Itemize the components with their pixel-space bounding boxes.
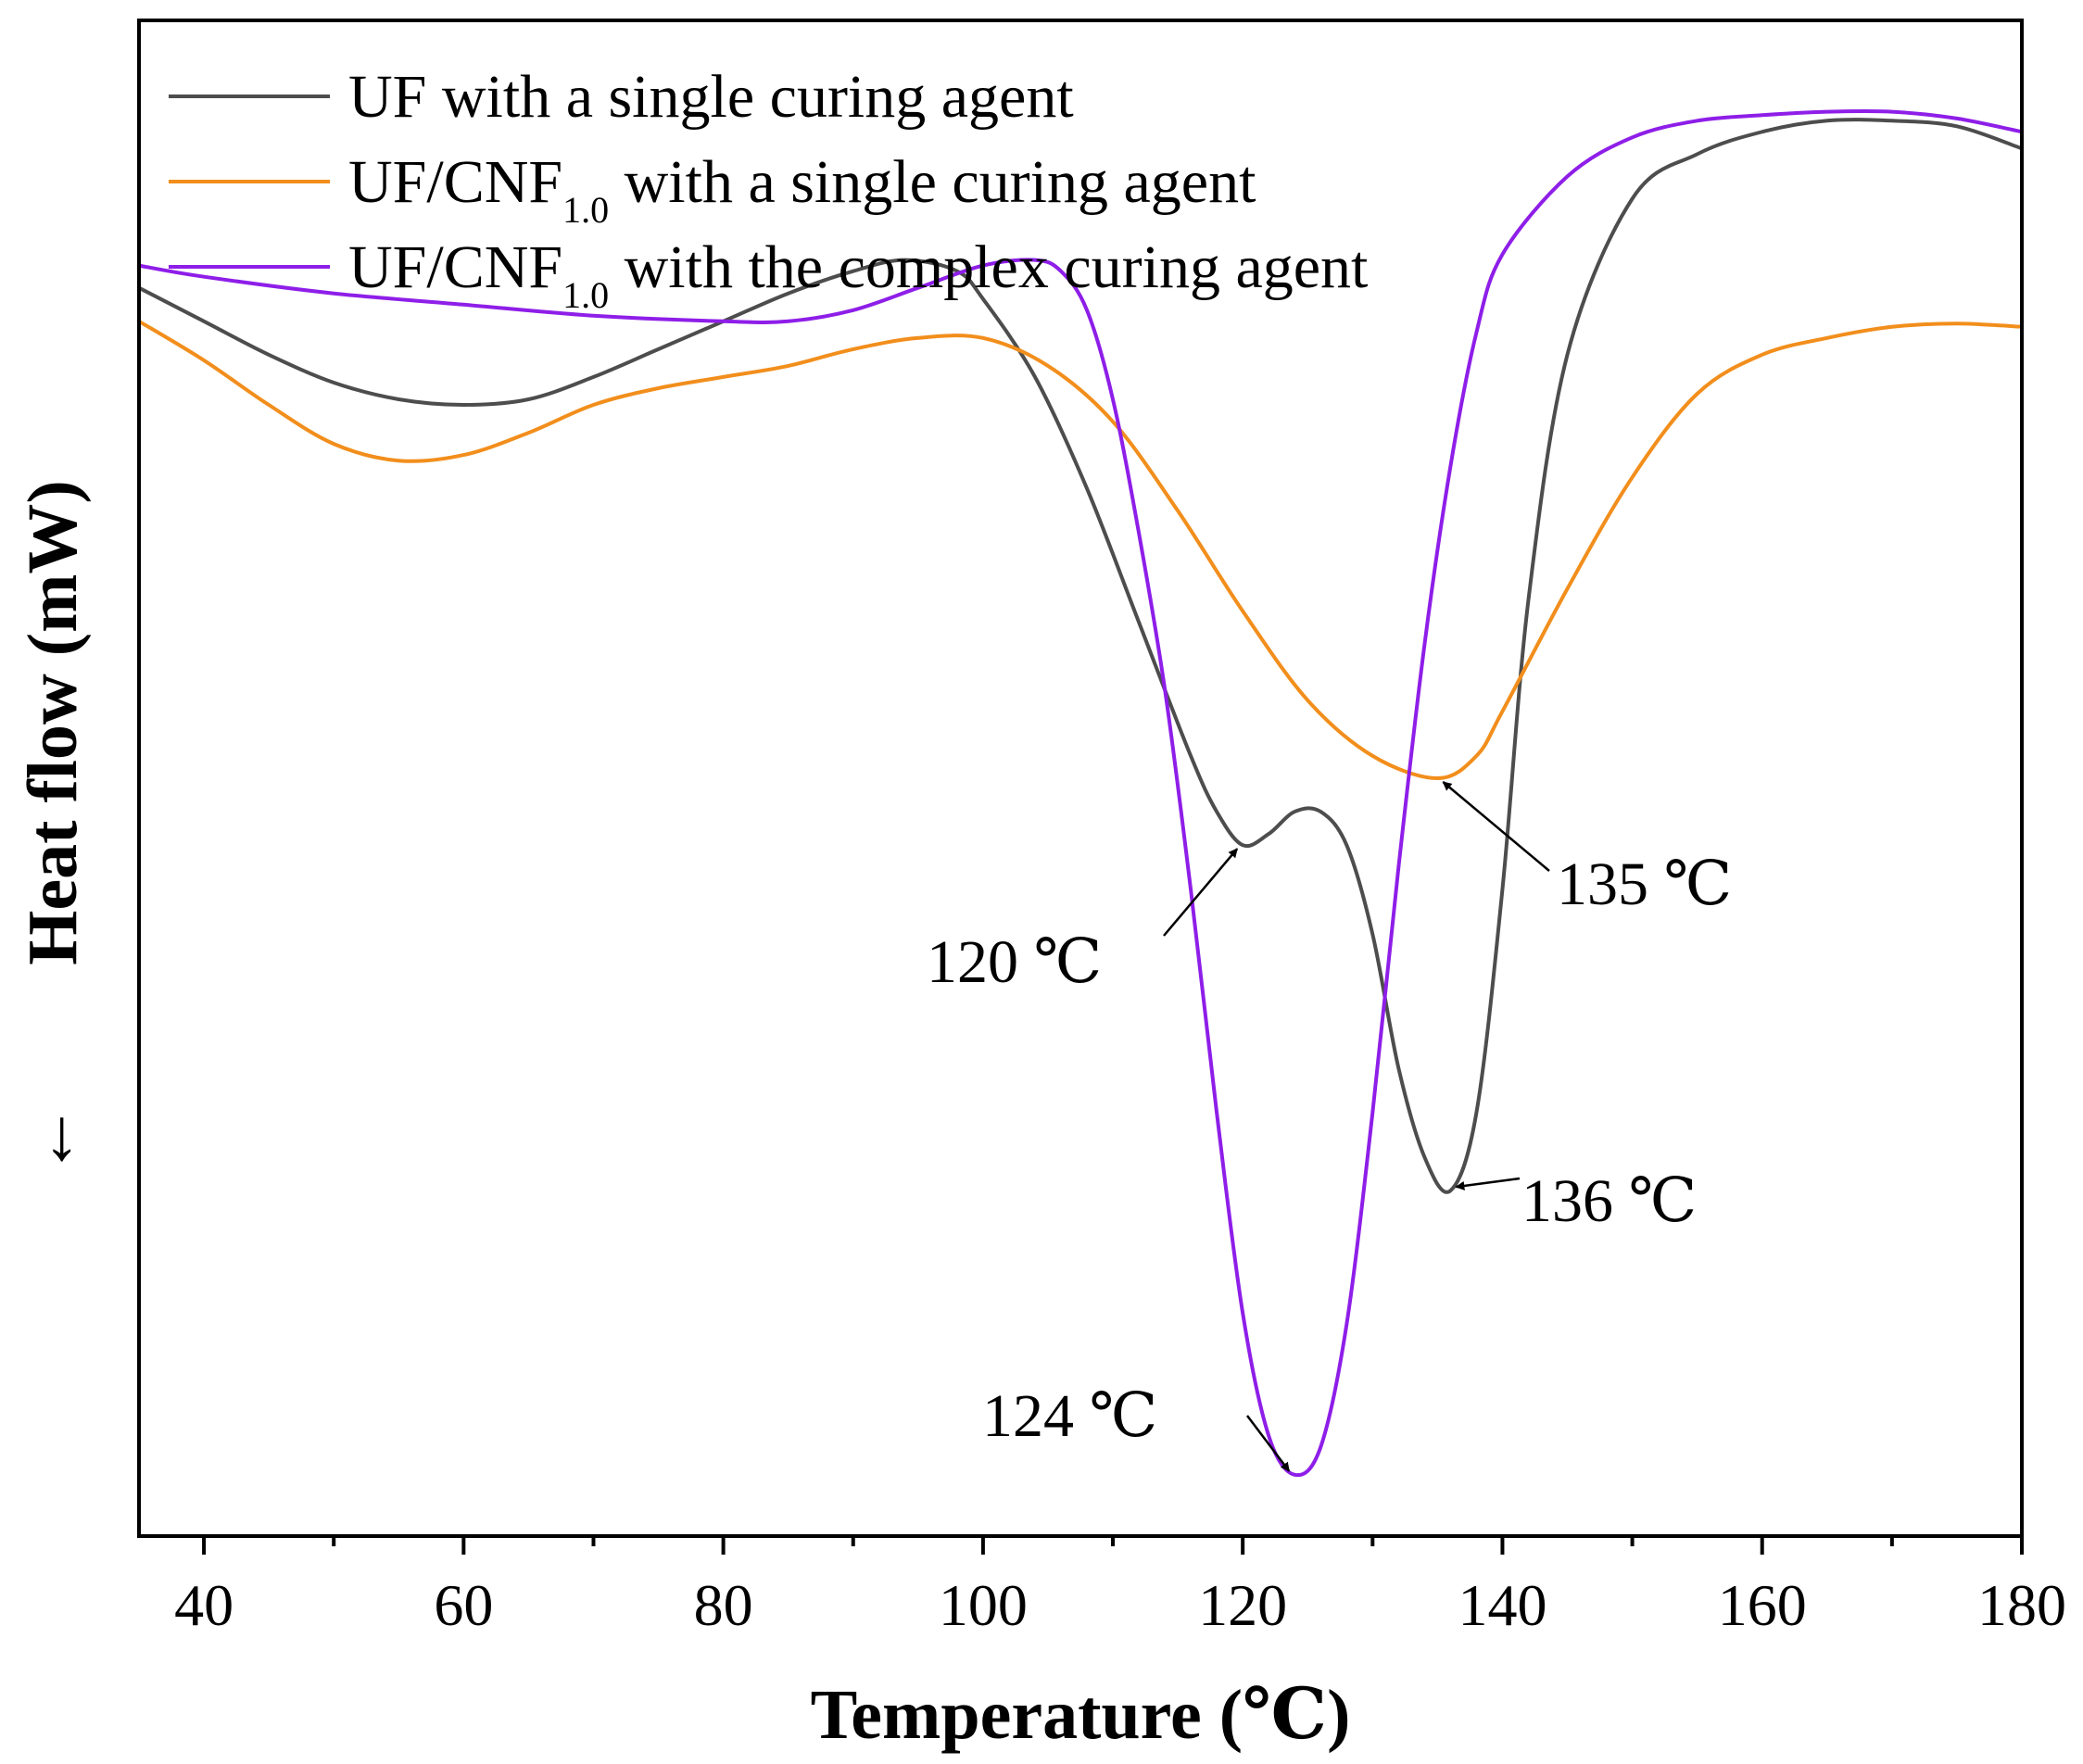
series-line-1	[137, 118, 2024, 1194]
series-group	[137, 108, 2024, 1478]
legend-label-2: UF/CNF1.0 with a single curing agent	[348, 148, 1256, 231]
x-tick-label: 180	[1977, 1572, 2066, 1638]
y-axis-title: Heat flow (mW)	[14, 480, 92, 964]
x-tick-label: 80	[694, 1572, 753, 1638]
x-tick-label: 140	[1458, 1572, 1546, 1638]
annotation-label: 135 ℃	[1557, 850, 1732, 918]
x-tick-label: 120	[1198, 1572, 1287, 1638]
annotation-arrow	[1246, 1415, 1291, 1472]
annotation-label: 124 ℃	[982, 1382, 1157, 1450]
annotation-arrow	[1442, 781, 1550, 872]
x-tick-label: 160	[1718, 1572, 1807, 1638]
x-axis-title: Temperature (℃)	[811, 1676, 1351, 1754]
annotation-label: 136 ℃	[1521, 1167, 1697, 1235]
legend-label-1: UF with a single curing agent	[348, 63, 1074, 131]
y-axis-direction-arrow: ←	[9, 1102, 91, 1177]
annotation-arrow	[1163, 848, 1239, 937]
x-tick-label: 60	[434, 1572, 493, 1638]
axes-group: 40 60 80 100 120 140 160 180	[174, 1536, 2066, 1638]
plot-frame	[137, 19, 2024, 1538]
x-tick-label: 40	[174, 1572, 234, 1638]
legend: UF with a single curing agent UF/CNF1.0 w…	[169, 63, 1368, 316]
x-tick-label: 100	[939, 1572, 1028, 1638]
annotations: 120 ℃ 124 ℃ 135 ℃ 136 ℃	[927, 781, 1732, 1472]
annotation-label: 120 ℃	[927, 928, 1102, 996]
annotation-arrow	[1455, 1177, 1521, 1191]
series-line-2	[137, 319, 2024, 780]
legend-label-3: UF/CNF1.0 with the complex curing agent	[348, 233, 1368, 316]
series-line-3	[137, 108, 2024, 1478]
